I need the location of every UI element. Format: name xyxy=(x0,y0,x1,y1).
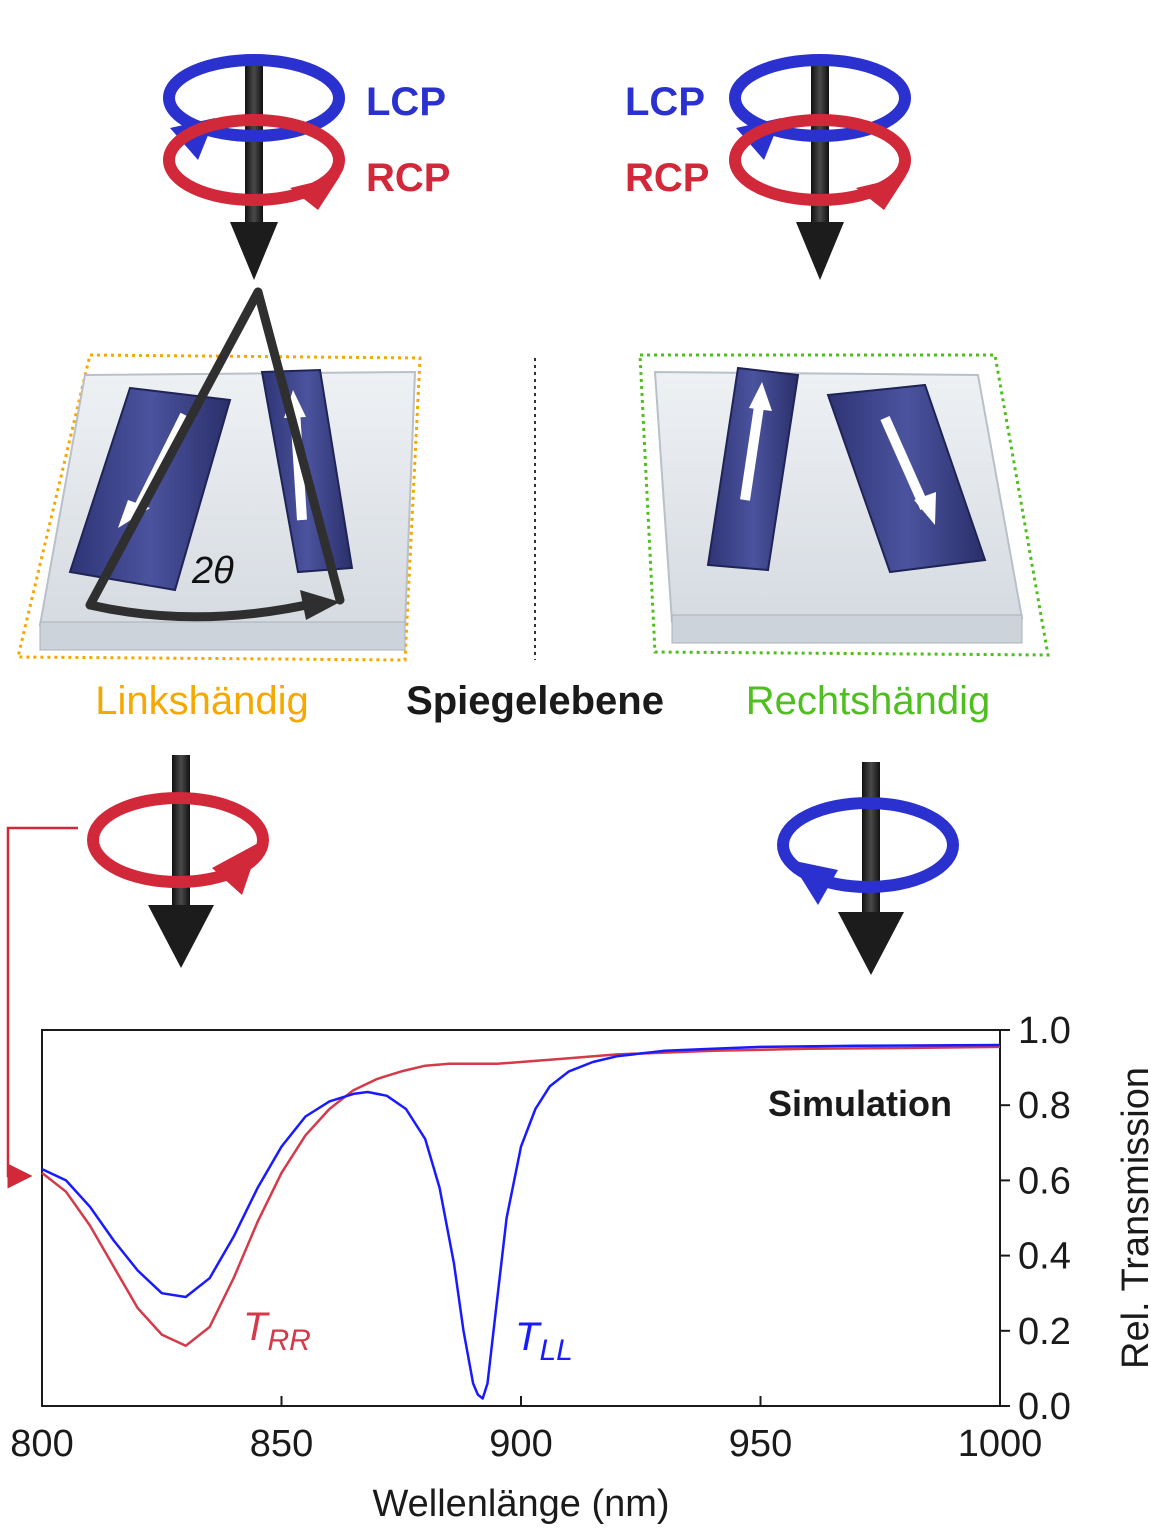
substrate-edge xyxy=(39,621,406,651)
substrate-edge xyxy=(671,614,1023,644)
angle-label: 2θ xyxy=(191,550,234,592)
incoming-beam-left: LCP RCP xyxy=(163,54,450,280)
y-tick-label: 0.2 xyxy=(1018,1311,1071,1353)
rcp-ring-icon xyxy=(87,792,269,895)
beam-arrowhead-icon xyxy=(796,222,844,280)
lcp-label: LCP xyxy=(366,80,446,124)
dipole-arrow xyxy=(880,415,930,511)
transmission-chart: 800 850 900 950 1000 0.0 0.2 0.4 0.6 0.8 1.0 Simu… xyxy=(10,1010,1151,1525)
angle-arc xyxy=(89,597,322,622)
left-dotted-frame xyxy=(16,353,422,662)
beam-rod xyxy=(172,755,190,930)
transmitted-beam-right xyxy=(777,762,959,975)
rcp-label: RCP xyxy=(625,156,709,200)
y-tick-label: 0.6 xyxy=(1018,1160,1071,1202)
beam-arrowhead-icon xyxy=(838,912,904,975)
left-handed-label: Linkshändig xyxy=(95,679,309,723)
y-tick-label: 0.4 xyxy=(1018,1236,1071,1278)
dipole-arrow xyxy=(740,399,765,501)
lcp-ring-icon xyxy=(777,797,959,905)
mirror-plane-label: Spiegelebene xyxy=(406,679,664,723)
dipole-arrow-head xyxy=(749,382,772,411)
x-tick-label: 800 xyxy=(10,1423,73,1465)
connector-arrow xyxy=(6,826,78,1189)
dipole-arrow-head xyxy=(914,492,936,525)
angle-arc-head xyxy=(300,590,340,620)
series-label-t-rr: TRR xyxy=(243,1305,311,1357)
y-tick-label: 0.0 xyxy=(1018,1386,1071,1428)
lcp-label: LCP xyxy=(625,80,705,124)
y-tick-label: 0.8 xyxy=(1018,1085,1071,1127)
beam-arrowhead-icon xyxy=(148,905,214,968)
series-group xyxy=(41,1043,1001,1400)
series-label-t-ll: TLL xyxy=(515,1315,573,1367)
right-handed-structure xyxy=(638,353,1050,657)
x-tick-label: 850 xyxy=(250,1423,313,1465)
rcp-ring-icon xyxy=(163,114,345,210)
right-handed-label: Rechtshändig xyxy=(746,679,991,723)
beam-rod xyxy=(811,55,829,230)
x-tick-label: 950 xyxy=(729,1423,792,1465)
incoming-beam-right: LCP RCP xyxy=(625,54,911,280)
beam-arrowhead-icon xyxy=(230,222,278,280)
x-axis: 800 850 900 950 1000 xyxy=(10,1396,1042,1465)
y-tick-label: 1.0 xyxy=(1018,1010,1071,1052)
rcp-ring-icon xyxy=(729,114,911,210)
rcp-label: RCP xyxy=(366,156,450,200)
x-tick-label: 900 xyxy=(489,1423,552,1465)
x-tick-label: 1000 xyxy=(958,1423,1043,1465)
left-handed-structure: 2θ xyxy=(16,287,422,662)
angle-lines xyxy=(85,287,345,610)
simulation-annotation: Simulation xyxy=(768,1083,952,1124)
right-dotted-frame xyxy=(638,353,1050,657)
transmitted-beam-left xyxy=(87,755,269,968)
y-axis-label: Rel. Transmission xyxy=(1115,1067,1151,1369)
beam-rod xyxy=(862,762,880,937)
y-axis: 0.0 0.2 0.4 0.6 0.8 1.0 xyxy=(1000,1010,1071,1428)
beam-rod xyxy=(245,55,263,230)
x-axis-label: Wellenlänge (nm) xyxy=(372,1483,669,1525)
series-line-t-ll xyxy=(41,1043,1001,1400)
